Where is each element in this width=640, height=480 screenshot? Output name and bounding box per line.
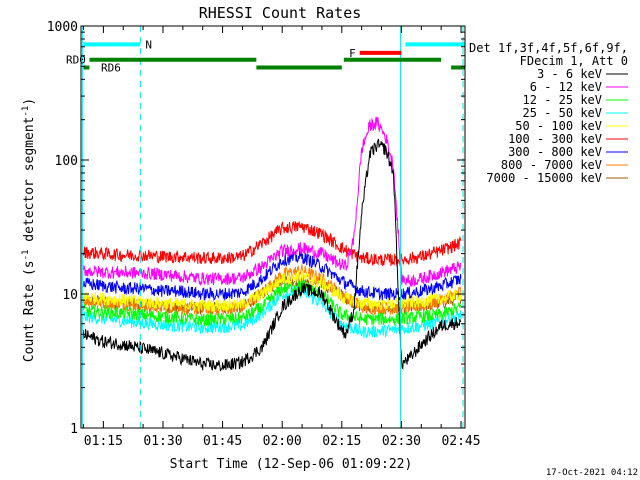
- plot-frame: [80, 25, 466, 429]
- y-tick-label-0: 1: [70, 422, 78, 437]
- series-line-4: [83, 270, 462, 313]
- x-tick-label-2: 01:45: [203, 434, 242, 449]
- y-axis-label-sup-2: -1: [21, 106, 31, 117]
- y-axis-label-main: Count Rate (s: [22, 260, 37, 362]
- x-axis-label: Start Time (12-Sep-06 01:09:22): [170, 457, 413, 472]
- legend-item-label-6: 300 - 800 keV: [508, 145, 602, 159]
- series-line-5: [83, 221, 462, 267]
- axes-layer: 01:15 01:30 01:45 02:00 02:15 02:30 02:45 1 10 10…: [47, 20, 481, 449]
- x-tick-label-5: 02:30: [382, 434, 421, 449]
- x-tick-label-0: 01:15: [84, 434, 123, 449]
- x-tick-label-6: 02:45: [441, 434, 480, 449]
- y-tick-label-1: 10: [62, 288, 78, 303]
- legend-item-label-1: 6 - 12 keV: [530, 80, 602, 94]
- legend-item-label-8: 7000 - 15000 keV: [486, 171, 602, 185]
- y-axis-label-end: ): [22, 98, 37, 106]
- x-tick-label-1: 01:30: [143, 434, 182, 449]
- legend: Det 1f,3f,4f,5f,6f,9f, FDecim 1, Att 0 3…: [469, 41, 628, 185]
- y-tick-label-3: 1000: [47, 20, 78, 35]
- series-line-1: [83, 116, 462, 288]
- data-layer: [83, 116, 462, 372]
- state-bar-label-f: F: [349, 47, 356, 60]
- legend-item-label-7: 800 - 7000 keV: [501, 158, 602, 172]
- legend-item-label-0: 3 - 6 keV: [537, 67, 602, 81]
- y-axis-label-sup-1: -1: [21, 250, 31, 261]
- legend-item-label-2: 12 - 25 keV: [523, 93, 602, 107]
- x-tick-label-4: 02:15: [322, 434, 361, 449]
- series-line-0: [83, 138, 462, 372]
- legend-header-line-1: Det 1f,3f,4f,5f,6f,9f,: [469, 41, 628, 55]
- y-axis-label: Count Rate (s-1 detector segment-1): [21, 98, 37, 362]
- timestamp-footer: 17-Oct-2021 04:12: [546, 468, 638, 478]
- state-bar-label-rd6: RD6: [101, 62, 121, 75]
- series-line-2: [83, 280, 462, 327]
- legend-item-label-3: 25 - 50 keV: [523, 106, 602, 120]
- state-bar-label-n: N: [145, 38, 152, 51]
- chart-title: RHESSI Count Rates: [199, 4, 362, 22]
- legend-header-line-2: FDecim 1, Att 0: [520, 54, 628, 68]
- legend-item-label-4: 50 - 100 keV: [515, 119, 602, 133]
- x-tick-label-3: 02:00: [263, 434, 302, 449]
- series-line-3: [83, 284, 462, 339]
- y-tick-label-2: 100: [55, 154, 78, 169]
- y-axis-label-mid: detector segment: [22, 117, 37, 250]
- legend-item-label-5: 100 - 300 keV: [508, 132, 602, 146]
